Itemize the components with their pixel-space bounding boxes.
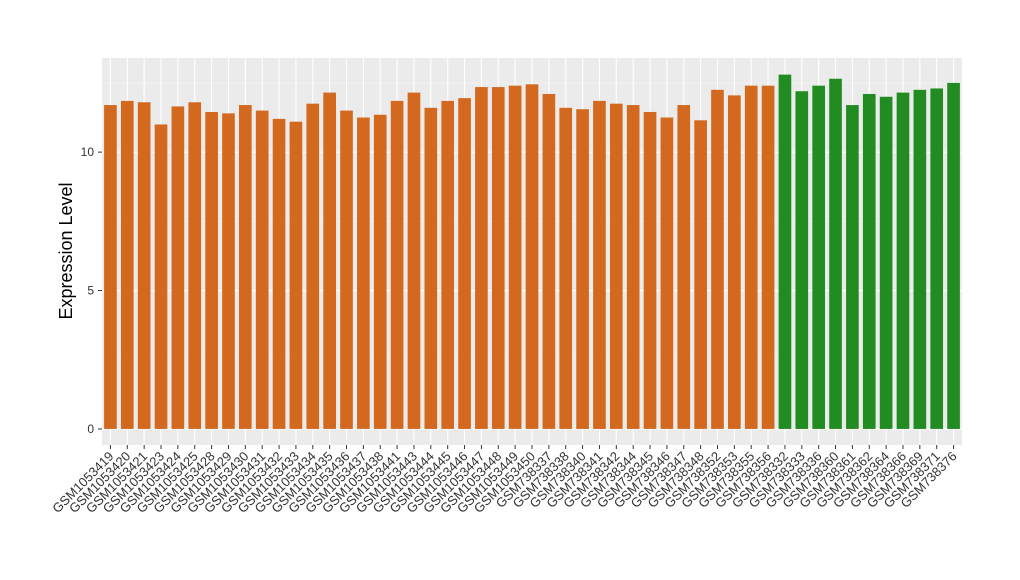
- bar: [812, 85, 825, 429]
- bar: [491, 87, 505, 429]
- bar: [475, 87, 488, 429]
- bar: [542, 93, 556, 429]
- bar: [626, 105, 640, 429]
- y-axis-label: Expression Level: [56, 182, 76, 319]
- y-tick-label: 10: [81, 145, 95, 159]
- bar: [424, 107, 438, 429]
- bar: [576, 109, 589, 429]
- bar: [947, 82, 960, 429]
- bar: [137, 102, 151, 429]
- bar: [879, 96, 893, 429]
- bar: [205, 111, 218, 429]
- bar: [255, 110, 269, 429]
- bar: [357, 117, 370, 429]
- bar: [643, 111, 657, 429]
- bar: [373, 114, 387, 429]
- bar: [104, 105, 117, 429]
- bar: [525, 84, 539, 429]
- bar: [711, 89, 724, 429]
- y-tick-label: 0: [87, 422, 94, 436]
- bar: [272, 118, 286, 429]
- bar: [458, 98, 471, 429]
- bar: [120, 100, 134, 429]
- bar: [913, 89, 927, 429]
- bar: [188, 102, 202, 429]
- bar: [239, 105, 252, 429]
- bar: [154, 124, 168, 429]
- bar: [930, 88, 944, 429]
- y-tick-label: 5: [87, 284, 94, 298]
- bar: [660, 117, 674, 429]
- bar: [441, 100, 455, 429]
- bar: [744, 85, 758, 429]
- bar: [829, 78, 842, 429]
- bar: [728, 95, 741, 429]
- bar: [390, 100, 404, 429]
- bar: [778, 74, 792, 429]
- bar: [609, 103, 623, 429]
- bar: [896, 92, 910, 429]
- bar: [340, 110, 353, 429]
- bar: [559, 107, 573, 429]
- bar: [846, 105, 859, 429]
- bar: [407, 92, 421, 429]
- bar: [593, 100, 606, 429]
- bar: [694, 120, 707, 429]
- bar: [761, 85, 775, 429]
- bar: [795, 91, 809, 429]
- bar: [306, 103, 320, 429]
- bar: [289, 121, 303, 429]
- bar: [862, 93, 876, 429]
- bar: [323, 92, 336, 429]
- bar: [677, 105, 691, 429]
- bar: [508, 85, 522, 429]
- bar: [222, 113, 235, 429]
- bar: [171, 106, 185, 429]
